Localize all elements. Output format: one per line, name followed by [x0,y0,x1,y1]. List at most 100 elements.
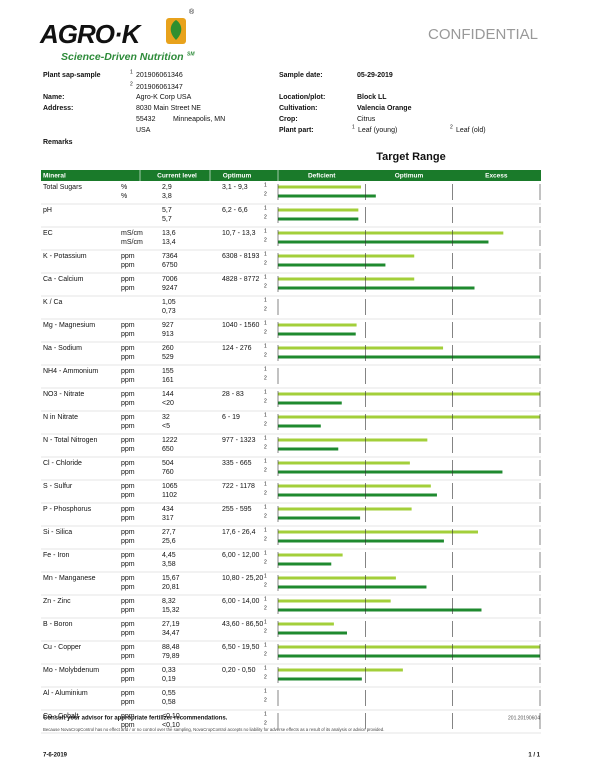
current-level: 27,7 [162,529,176,536]
unit: ppm [121,699,135,706]
marker: 1 [264,274,267,280]
marker: 2 [264,651,267,657]
range-bar [278,415,540,419]
marker: 2 [264,513,267,519]
unit: ppm [121,598,135,605]
unit: ppm [121,676,135,683]
label: Remarks [43,139,73,146]
page-number: 1 / 1 [528,753,540,759]
advice: Consult your advisor for appropriate fer… [43,716,228,722]
unit: mS/cm [121,239,143,246]
unit: ppm [121,377,135,384]
mineral: pH [43,207,52,214]
mineral: Si - Silica [43,529,72,536]
current-level: 144 [162,391,174,398]
range-bar [278,516,361,520]
unit: ppm [121,322,135,329]
unit: ppm [121,552,135,559]
logo: AGRO·K [39,19,143,49]
confidential: CONFIDENTIAL [428,26,538,43]
marker: 2 [450,124,453,130]
current-level: <20 [162,400,174,407]
marker: 2 [264,237,267,243]
current-level: 8,32 [162,598,176,605]
range-bar [278,240,489,244]
marker: 2 [264,444,267,450]
current-level: 13,4 [162,239,176,246]
current-level: 1065 [162,483,178,490]
range-bar [278,277,415,281]
unit: % [121,184,127,191]
optimum: 335 - 665 [222,460,252,467]
value: 55432 [136,116,156,123]
marker: 1 [264,343,267,349]
current-level: 5,7 [162,216,172,223]
current-level: 6750 [162,262,178,269]
unit: ppm [121,506,135,513]
unit: ppm [121,469,135,476]
column-header: Mineral [43,173,66,180]
marker: 1 [264,412,267,418]
optimum: 255 - 595 [222,506,252,513]
range-bar [278,254,415,258]
table-header [41,170,541,181]
marker: 2 [264,329,267,335]
mineral: Ca - Calcium [43,276,84,283]
unit: ppm [121,644,135,651]
optimum: 6,50 - 19,50 [222,644,259,651]
range-bar [278,668,403,672]
value: 201906061347 [136,84,183,91]
optimum: 722 - 1178 [222,483,255,490]
mineral: NH4 - Ammonium [43,368,98,375]
mineral: S - Sulfur [43,483,73,490]
range-bar [278,530,478,534]
mineral: Mo - Molybdenum [43,667,99,674]
marker: 1 [264,205,267,211]
unit: ppm [121,690,135,697]
marker: 2 [264,398,267,404]
marker: 1 [264,458,267,464]
value: Leaf (young) [358,127,397,134]
range-bar [278,208,359,212]
current-level: 161 [162,377,174,384]
marker: 2 [264,559,267,565]
current-level: 317 [162,515,174,522]
marker: 2 [264,628,267,634]
optimum: 43,60 - 86,50 [222,621,263,628]
optimum: 10,80 - 25,20 [222,575,263,582]
marker: 2 [264,306,267,312]
mineral: N in Nitrate [43,414,78,421]
marker: 1 [264,182,267,188]
optimum: 0,20 - 0,50 [222,667,256,674]
mineral: K / Ca [43,299,63,306]
range-bar [278,263,386,267]
range-bar [278,231,504,235]
range-bar [278,654,540,658]
range-bar [278,484,431,488]
unit: ppm [121,391,135,398]
print-date: 7-6-2019 [43,753,68,759]
current-level: 7364 [162,253,178,260]
column-header: Excess [485,173,508,180]
marker: 1 [264,228,267,234]
range-bar [278,585,427,589]
marker: 1 [130,69,133,75]
disclaimer: Because NovaCropControl has no effect an… [43,727,384,732]
unit: ppm [121,446,135,453]
marker: 2 [264,421,267,427]
mineral: Mg - Magnesium [43,322,95,329]
label: Cultivation: [279,105,318,112]
current-level: 1,05 [162,299,176,306]
range-bar [278,493,437,497]
value: Minneapolis, MN [173,116,225,123]
range-bar [278,323,357,327]
mineral: Al - Aluminium [43,690,88,697]
code: 201.20190604 [508,715,540,721]
unit: ppm [121,414,135,421]
range-bar [278,553,343,557]
range-bar [278,346,444,350]
range-bar [278,507,412,511]
current-level: 34,47 [162,630,180,637]
current-level: 650 [162,446,174,453]
current-level: 79,89 [162,653,180,660]
